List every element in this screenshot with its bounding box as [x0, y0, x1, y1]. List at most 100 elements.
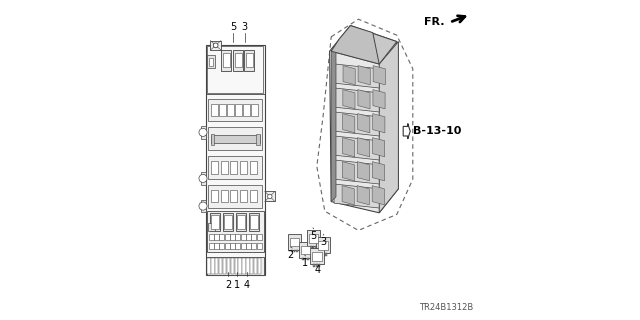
Bar	[240, 190, 247, 203]
Bar	[252, 243, 257, 249]
Bar	[223, 258, 226, 274]
Bar	[316, 246, 317, 249]
Bar	[211, 104, 218, 116]
Bar	[220, 234, 224, 240]
Bar	[305, 258, 307, 260]
Polygon shape	[358, 90, 370, 109]
Bar	[291, 250, 292, 252]
Bar	[211, 258, 214, 274]
Bar	[250, 215, 259, 229]
Bar	[310, 248, 323, 264]
Bar	[208, 127, 262, 150]
Bar	[325, 253, 326, 256]
Bar	[221, 190, 228, 203]
Bar	[265, 191, 275, 202]
Bar	[235, 258, 238, 274]
Bar	[221, 161, 228, 174]
Bar	[246, 258, 250, 274]
Text: 1: 1	[234, 280, 240, 290]
Bar	[201, 172, 205, 185]
Polygon shape	[335, 64, 380, 88]
Text: 3: 3	[321, 237, 327, 247]
Bar	[236, 213, 246, 231]
Polygon shape	[372, 138, 385, 157]
Bar	[211, 190, 218, 203]
Bar	[211, 134, 214, 145]
Circle shape	[268, 194, 272, 199]
Text: B-13-10: B-13-10	[413, 126, 461, 136]
Polygon shape	[357, 186, 369, 205]
Bar	[257, 134, 260, 145]
Bar	[211, 215, 220, 229]
Bar	[225, 243, 230, 249]
Polygon shape	[335, 136, 380, 160]
Circle shape	[199, 128, 207, 136]
Bar	[207, 46, 263, 93]
Bar	[233, 50, 243, 70]
Bar	[211, 161, 218, 174]
Text: 2: 2	[225, 280, 231, 290]
Bar	[240, 161, 247, 174]
Bar	[215, 258, 218, 274]
Bar	[323, 253, 324, 256]
Bar	[314, 264, 315, 267]
Bar	[250, 161, 257, 174]
Bar	[237, 215, 245, 229]
Bar	[205, 45, 265, 275]
Bar	[244, 50, 255, 70]
Text: FR.: FR.	[424, 17, 445, 28]
Polygon shape	[332, 46, 336, 202]
Polygon shape	[342, 138, 355, 157]
Bar	[208, 99, 262, 121]
Bar	[214, 234, 219, 240]
Bar	[207, 211, 264, 252]
Bar	[246, 53, 253, 68]
Bar	[320, 253, 321, 256]
Polygon shape	[334, 160, 380, 184]
Polygon shape	[343, 66, 355, 85]
Bar	[209, 243, 214, 249]
Bar	[313, 246, 314, 249]
Bar	[290, 237, 299, 246]
Bar	[299, 242, 312, 258]
Polygon shape	[343, 90, 355, 109]
Bar	[221, 50, 231, 70]
Bar	[208, 223, 215, 231]
Bar	[210, 213, 220, 231]
Bar	[236, 104, 243, 116]
Polygon shape	[334, 184, 380, 208]
Bar	[307, 258, 309, 260]
Bar	[230, 258, 234, 274]
Bar	[227, 104, 234, 116]
Bar	[254, 258, 257, 274]
Bar	[236, 243, 240, 249]
Bar	[250, 258, 253, 274]
Polygon shape	[332, 26, 397, 64]
Bar	[239, 258, 242, 274]
Bar	[310, 246, 312, 249]
Text: 2: 2	[287, 250, 294, 260]
Circle shape	[213, 43, 218, 48]
Text: 5: 5	[310, 231, 316, 241]
Bar	[220, 243, 224, 249]
Polygon shape	[332, 26, 380, 64]
Bar	[235, 53, 242, 68]
Bar	[223, 53, 230, 68]
Bar	[209, 58, 213, 66]
Bar	[223, 213, 233, 231]
Bar	[201, 126, 205, 139]
Polygon shape	[342, 114, 355, 133]
Bar	[258, 258, 261, 274]
Bar	[316, 264, 317, 267]
Bar	[230, 234, 235, 240]
Polygon shape	[373, 90, 385, 109]
Bar	[252, 234, 257, 240]
Bar	[225, 234, 230, 240]
Bar	[312, 252, 321, 261]
Bar	[249, 213, 259, 231]
Bar	[319, 264, 320, 267]
Bar	[230, 190, 237, 203]
Bar	[257, 234, 262, 240]
Bar	[214, 243, 219, 249]
Bar	[236, 234, 240, 240]
